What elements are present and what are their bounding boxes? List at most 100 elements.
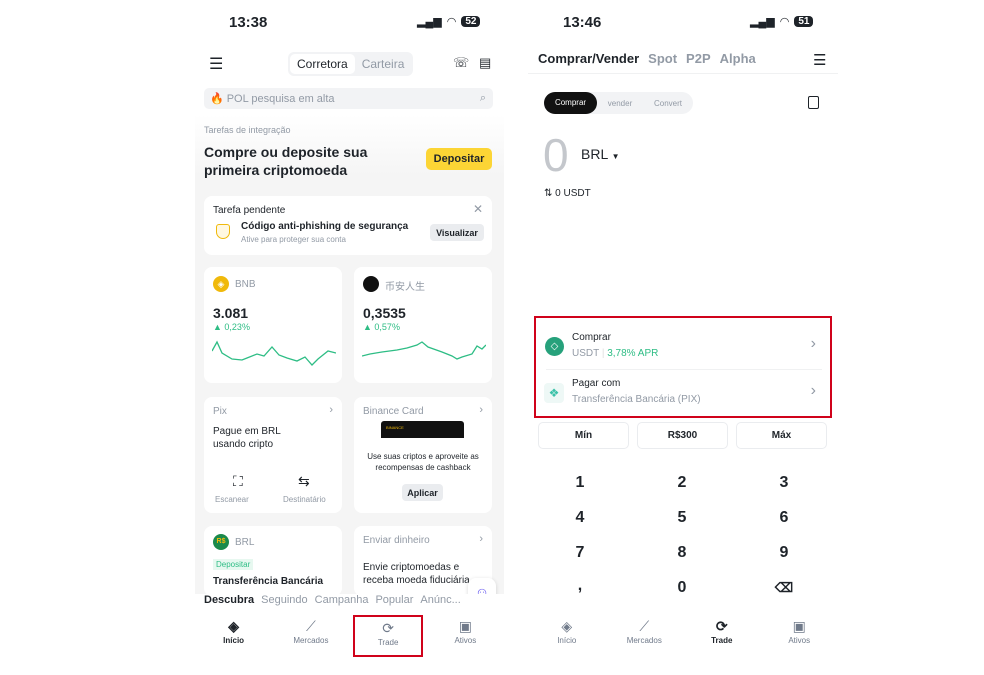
signal-icon: ▂▄▆ xyxy=(417,16,442,28)
search-icon[interactable]: ⌕ xyxy=(479,92,486,104)
tab-anuncios[interactable]: Anúnc... xyxy=(420,594,461,606)
nav-label: Mercados xyxy=(626,636,662,645)
preset-300-button[interactable]: R$300 xyxy=(637,422,728,449)
binance-logo-icon: ◈ xyxy=(561,618,573,634)
mode-vender[interactable]: vender xyxy=(607,98,633,108)
ticker-card-bnb[interactable]: ◈ BNB 3.081 ▲ 0,23% xyxy=(204,267,342,383)
chart-icon: ⟋ xyxy=(639,618,650,634)
trade-tabs: Comprar/Vender Spot P2P Alpha xyxy=(538,51,756,66)
key-9[interactable]: 9 xyxy=(779,544,789,561)
nav-trade[interactable]: ⟳ Trade xyxy=(687,618,757,645)
nav-ativos[interactable]: ▣ Ativos xyxy=(430,618,500,657)
account-switch: Corretora Carteira xyxy=(288,52,414,76)
scan-label[interactable]: Escanear xyxy=(215,495,249,504)
headline-line: primeira criptomoeda xyxy=(204,162,348,178)
key-1[interactable]: 1 xyxy=(575,474,585,491)
key-4[interactable]: 4 xyxy=(575,509,585,526)
nav-inicio[interactable]: ◈ Início xyxy=(199,618,269,657)
card-text-line: Use suas criptos e aproveite as xyxy=(367,452,479,461)
pay-method: Transferência Bancária (PIX) xyxy=(572,394,701,405)
support-icon[interactable]: ☏ xyxy=(453,55,470,70)
brl-text: Transferência Bancária xyxy=(213,576,324,587)
buy-asset-row[interactable]: ◇ Comprar USDT | 3,78% APR › xyxy=(538,320,828,370)
tab-carteira[interactable]: Carteira xyxy=(361,57,405,71)
fire-icon: 🔥 xyxy=(210,93,224,105)
tab-comprar-vender[interactable]: Comprar/Vender xyxy=(538,51,640,66)
deposit-button[interactable]: Depositar xyxy=(426,148,492,170)
key-2[interactable]: 2 xyxy=(677,474,687,491)
view-button[interactable]: Visualizar xyxy=(430,224,484,241)
tab-p2p[interactable]: P2P xyxy=(686,51,711,66)
nav-label: Ativos xyxy=(454,636,477,645)
divider xyxy=(528,73,838,74)
apply-button[interactable]: Aplicar xyxy=(402,484,443,501)
key-3[interactable]: 3 xyxy=(779,474,789,491)
transfer-icon[interactable]: ⇆ xyxy=(298,473,310,489)
pix-card[interactable]: Pix › Pague em BRL usando cripto ⛶ Escane… xyxy=(204,397,342,513)
status-time: 13:46 xyxy=(563,14,602,31)
pay-label: Pagar com xyxy=(572,378,621,389)
converted-amount[interactable]: ⇅ 0 USDT xyxy=(544,188,591,199)
pix-title: Pix xyxy=(213,406,227,417)
backspace-icon[interactable]: ⌫ xyxy=(774,580,794,595)
tab-corretora[interactable]: Corretora xyxy=(290,54,355,74)
close-icon[interactable]: ✕ xyxy=(472,202,483,216)
battery-icon: 52 xyxy=(461,16,481,27)
tab-spot[interactable]: Spot xyxy=(648,51,678,66)
nav-label: Início xyxy=(557,636,577,645)
mode-convert[interactable]: Convert xyxy=(653,98,682,108)
ticker-card-2[interactable]: 币安人生 0,3535 ▲ 0,57% xyxy=(354,267,492,383)
key-5[interactable]: 5 xyxy=(677,509,687,526)
tab-campanha[interactable]: Campanha xyxy=(314,594,369,606)
currency-label: BRL xyxy=(581,146,608,162)
pix-text: Pague em BRL usando cripto xyxy=(213,425,281,451)
brl-card[interactable]: R$ BRL Depositar Transferência Bancária xyxy=(204,526,342,596)
ticker-change: ▲ 0,23% xyxy=(213,322,250,332)
messages-icon[interactable]: ▤ xyxy=(479,55,492,70)
nav-trade[interactable]: ⟳ Trade xyxy=(353,615,424,657)
search-input[interactable]: 🔥 POL pesquisa em alta ⌕ xyxy=(204,88,493,109)
order-history-icon[interactable] xyxy=(808,96,819,109)
nav-inicio[interactable]: ◈ Início xyxy=(532,618,602,645)
menu-icon[interactable]: ☰ xyxy=(209,56,224,73)
card-text: Use suas criptos e aproveite as recompens… xyxy=(354,451,492,473)
binance-card-promo[interactable]: Binance Card › BINANCE Use suas criptos … xyxy=(354,397,492,513)
max-button[interactable]: Máx xyxy=(736,422,827,449)
ticker-name: 币安人生 xyxy=(385,282,425,293)
payment-method-row[interactable]: ❖ Pagar com Transferência Bancária (PIX)… xyxy=(538,370,828,416)
scan-icon[interactable]: ⛶ xyxy=(233,473,243,489)
nav-label: Trade xyxy=(377,638,399,647)
status-icons: ▂▄▆ ◠ 52 xyxy=(417,15,481,28)
pending-task-card: Tarefa pendente ✕ Código anti-phishing d… xyxy=(204,196,492,255)
pending-title: Tarefa pendente xyxy=(213,205,286,216)
binance-logo-icon: ◈ xyxy=(228,618,240,634)
key-0[interactable]: 0 xyxy=(677,579,687,596)
nav-mercados[interactable]: ⟋ Mercados xyxy=(609,618,679,645)
tab-descubra[interactable]: Descubra xyxy=(204,594,255,606)
recipient-label[interactable]: Destinatário xyxy=(283,495,326,504)
tab-alpha[interactable]: Alpha xyxy=(719,51,756,66)
key-6[interactable]: 6 xyxy=(779,509,789,526)
key-comma[interactable]: , xyxy=(577,577,583,594)
menu-icon[interactable]: ☰ xyxy=(813,52,827,69)
tab-seguindo[interactable]: Seguindo xyxy=(261,594,308,606)
min-button[interactable]: Mín xyxy=(538,422,629,449)
onboarding-label: Tarefas de integração xyxy=(204,125,291,135)
nav-ativos[interactable]: ▣ Ativos xyxy=(764,618,834,645)
sparkline-chart xyxy=(212,340,336,366)
home-screen: 13:38 ▂▄▆ ◠ 52 ☰ Corretora Carteira ☏ ▤ 🔥 P… xyxy=(195,0,504,675)
key-7[interactable]: 7 xyxy=(575,544,585,561)
headline-line: Compre ou deposite sua xyxy=(204,144,368,160)
nav-label: Mercados xyxy=(293,636,329,645)
change-value: 0,57% xyxy=(374,322,400,332)
chevron-right-icon: › xyxy=(479,404,483,416)
sparkline-chart xyxy=(362,341,486,360)
mode-comprar[interactable]: Comprar xyxy=(544,92,597,114)
currency-select[interactable]: BRL ▼ xyxy=(581,146,620,162)
nav-label: Início xyxy=(223,636,245,645)
key-8[interactable]: 8 xyxy=(677,544,687,561)
buy-sub: USDT | 3,78% APR xyxy=(572,348,659,359)
nav-mercados[interactable]: ⟋ Mercados xyxy=(276,618,346,657)
tab-popular[interactable]: Popular xyxy=(375,594,414,606)
trade-icon: ⟳ xyxy=(715,618,728,634)
